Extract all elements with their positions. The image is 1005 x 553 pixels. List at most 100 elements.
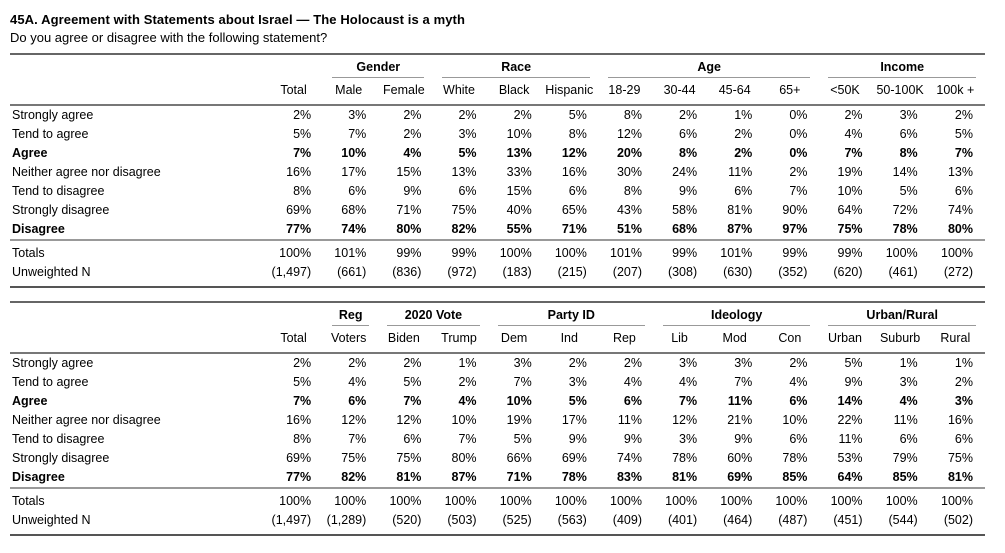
cell-value: 10% <box>837 184 863 198</box>
cell-value: 4% <box>789 375 808 389</box>
cell-value: 81% <box>396 470 422 484</box>
cell-value: 16% <box>561 165 587 179</box>
cell-value: 53% <box>837 451 863 465</box>
cell-value: 74% <box>947 203 973 217</box>
answer-row-tend-to-disagree: Tend to disagree 8% 6% 9% 6% 15% 6% 8% 9% 6% 7% 10%… <box>10 182 985 201</box>
answer-row-tend-to-agree: Tend to agree 5% 7% 2% 3% 10% 8% 12% 6% 2% 0% 4% 6% 5… <box>10 125 985 144</box>
cell-value: 7% <box>679 394 698 408</box>
row-label: Tend to disagree <box>12 184 105 198</box>
cell-value: 7% <box>734 375 753 389</box>
answer-row-tend-to-agree: Tend to agree 5% 4% 5% 2% 7% 3% 4% 4% 7% 4% 9% 3% 2% <box>10 373 985 392</box>
cell-value: 100% <box>598 487 654 511</box>
cell-value: 12% <box>396 413 422 427</box>
column-header-50k: <50K <box>819 78 875 106</box>
cell-value: 6% <box>899 127 918 141</box>
cell-value: 69% <box>727 470 753 484</box>
cell-value: 5% <box>458 146 477 160</box>
cell-value: 100% <box>268 487 324 511</box>
group-underline <box>607 77 811 78</box>
answer-row-strongly-disagree: Strongly disagree 69% 68% 71% 75% 40% 65% 43% 58… <box>10 201 985 220</box>
cell-value: 8% <box>679 146 698 160</box>
cell-value: 4% <box>899 394 918 408</box>
cell-value: 1% <box>954 356 973 370</box>
cell-value: 100% <box>653 487 710 511</box>
cell-value: 11% <box>838 432 863 446</box>
cell-value: 64% <box>837 203 863 217</box>
cell-value: 8% <box>623 108 642 122</box>
demographics-table-head: Gender Race Age Income Total Male Female White B… <box>10 54 985 106</box>
cell-value: 3% <box>348 108 367 122</box>
cell-value: (207) <box>612 265 642 279</box>
cell-value: 9% <box>403 184 422 198</box>
cell-value: 43% <box>616 203 642 217</box>
column-header-50-100k: 50-100K <box>874 78 930 106</box>
cell-value: 2% <box>293 356 312 370</box>
group-header-age: Age <box>599 54 820 78</box>
cell-value: 71% <box>396 203 422 217</box>
cell-value: 100% <box>819 487 875 511</box>
cell-value: 15% <box>396 165 422 179</box>
group-header-label: Age <box>697 60 721 74</box>
cell-value: 99% <box>653 239 710 263</box>
cell-value: 13% <box>506 146 532 160</box>
column-header-con: Con <box>764 326 820 354</box>
cell-value: 4% <box>623 375 642 389</box>
group-underline <box>332 325 370 326</box>
demographics-crosstab-table: Gender Race Age Income Total Male Female White B… <box>10 53 985 288</box>
cell-value: 51% <box>616 222 642 236</box>
cell-value: 12% <box>672 413 698 427</box>
group-header-label: Ideology <box>710 308 763 322</box>
cell-value: 75% <box>396 451 422 465</box>
cell-value: 75% <box>837 222 863 236</box>
row-label: Tend to disagree <box>12 432 105 446</box>
cell-value: 74% <box>616 451 642 465</box>
cell-value: 10% <box>782 413 808 427</box>
answer-row-agree: Agree 7% 10% 4% 5% 13% 12% 20% 8% 2% 0% 7% 8% 7% <box>10 144 985 163</box>
cell-value: 2% <box>734 146 753 160</box>
cell-value: 16% <box>286 413 312 427</box>
cell-value: 12% <box>616 127 642 141</box>
cell-value: 30% <box>616 165 642 179</box>
cell-value: 87% <box>727 222 753 236</box>
cell-value: (461) <box>888 265 918 279</box>
cell-value: (401) <box>667 513 698 527</box>
cell-value: 8% <box>623 184 642 198</box>
group-header-ideology: Ideology <box>654 302 819 326</box>
column-header-suburb: Suburb <box>874 326 930 354</box>
cell-value: 22% <box>837 413 863 427</box>
cell-value: 100% <box>764 487 820 511</box>
cell-value: 6% <box>789 394 808 408</box>
cell-value: 4% <box>844 127 863 141</box>
group-underline <box>497 325 645 326</box>
cell-value: 82% <box>341 470 367 484</box>
column-header-female: Female <box>378 78 434 106</box>
cell-value: 7% <box>458 432 477 446</box>
group-header-income: Income <box>819 54 985 78</box>
cell-value: (972) <box>447 265 477 279</box>
unweighted-n-row: Unweighted N (1,497) (1,289) (520) (503) (525… <box>10 511 985 535</box>
cell-value: 2% <box>568 356 587 370</box>
cell-value: 66% <box>506 451 532 465</box>
group-header-spacer <box>10 302 323 326</box>
cell-value: 16% <box>286 165 312 179</box>
cell-value: 100% <box>543 239 599 263</box>
cell-value: 99% <box>764 239 820 263</box>
cell-value: 12% <box>341 413 367 427</box>
cell-value: 4% <box>458 394 477 408</box>
column-header-lib: Lib <box>653 326 710 354</box>
cell-value: 99% <box>819 239 875 263</box>
cell-value: 79% <box>892 451 918 465</box>
cell-value: (544) <box>888 513 918 527</box>
group-header-spacer <box>10 54 323 78</box>
cell-value: 11% <box>617 413 642 427</box>
cell-value: 1% <box>734 108 753 122</box>
group-header-label: 2020 Vote <box>404 308 463 322</box>
cell-value: 55% <box>506 222 532 236</box>
cell-value: 100% <box>929 487 985 511</box>
cell-value: 2% <box>293 108 312 122</box>
cell-value: 101% <box>598 239 654 263</box>
cell-value: 8% <box>293 432 312 446</box>
politics-table-body: Strongly agree 2% 2% 2% 1% 3% 2% 2% 3% 3% 2% 5% 1% 1%… <box>10 353 985 535</box>
group-header-reg: Reg <box>323 302 378 326</box>
cell-value: (630) <box>723 265 753 279</box>
